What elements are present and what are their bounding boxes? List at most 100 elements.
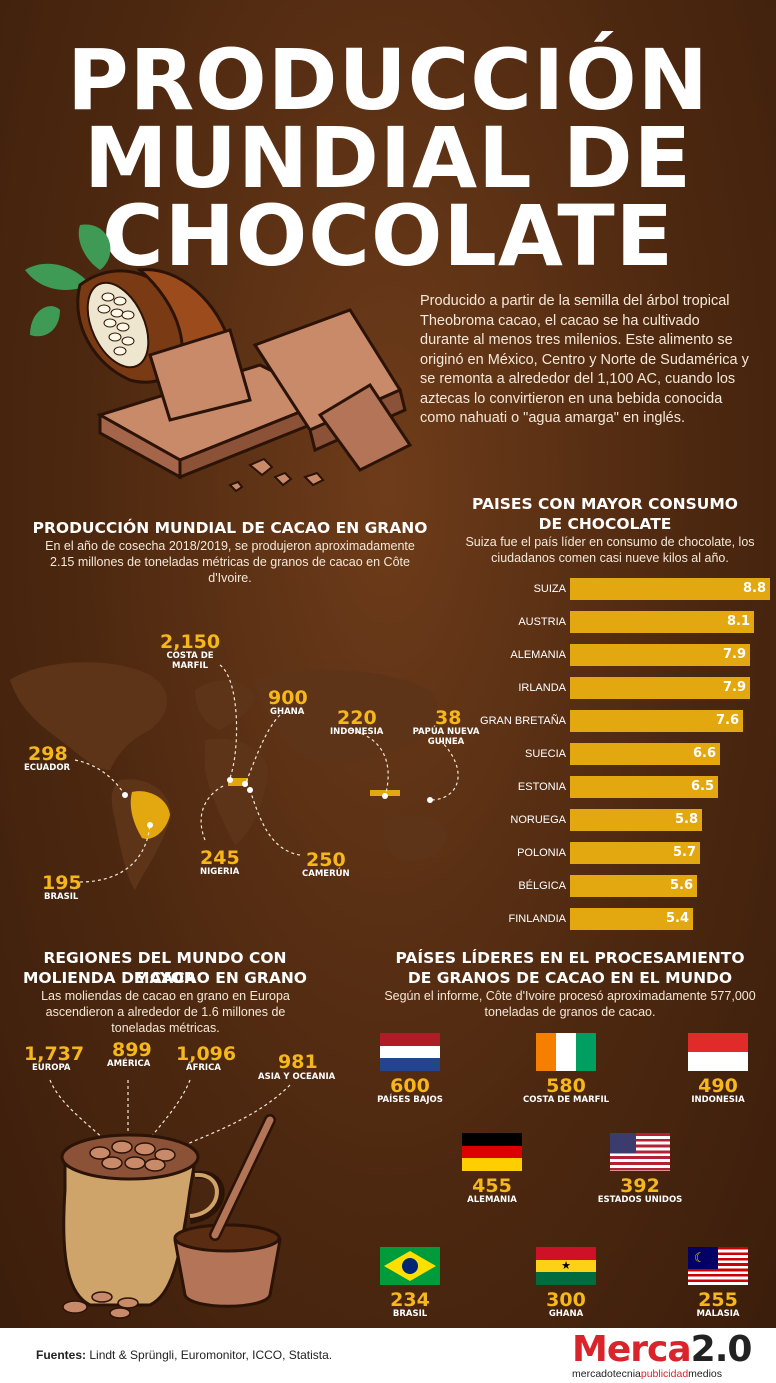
prod-name-ghana: GHANA: [270, 707, 305, 717]
consumption-bar: 5.7: [570, 842, 700, 864]
consumption-country-label: NORUEGA: [510, 814, 566, 826]
logo-tagline: mercadotecniapublicidadmedios: [572, 1368, 722, 1380]
proc-name-malasia: MALASIA: [696, 1309, 740, 1319]
consumption-value-label: 6.6: [692, 746, 716, 761]
proc-value-paises-bajos: 600: [390, 1075, 430, 1097]
prod-name-camerun: CAMERÚN: [302, 869, 350, 879]
production-title: PRODUCCIÓN MUNDIAL DE CACAO EN GRANO: [32, 519, 428, 537]
prod-name-brasil: BRASIL: [44, 892, 79, 902]
grind-value-asia: 981: [278, 1051, 318, 1073]
proc-value-malasia: 255: [698, 1289, 738, 1311]
prod-name-papua: PAPÚA NUEVA GUINEA: [412, 727, 480, 747]
merca-logo[interactable]: Merca2.0: [572, 1329, 753, 1370]
title-line-3: CHOCOLATE: [101, 187, 675, 285]
usa-flag-icon: [610, 1133, 670, 1171]
proc-name-indonesia: INDONESIA: [691, 1095, 745, 1105]
malaysia-flag-icon: ☾: [688, 1247, 748, 1285]
brazil-flag-icon: [380, 1247, 440, 1285]
germany-flag-icon: [462, 1133, 522, 1171]
consumption-value-label: 7.6: [715, 713, 739, 728]
consumption-country-label: SUECIA: [525, 748, 566, 760]
logo-main: Merca: [572, 1329, 692, 1370]
proc-name-alemania: ALEMANIA: [467, 1195, 517, 1205]
consumption-bar: 8.1: [570, 611, 754, 633]
cacao-pot-illustration: [49, 1079, 291, 1319]
tag-mercadotecnia: mercadotecnia: [572, 1368, 641, 1380]
consumption-value-label: 5.8: [674, 812, 698, 827]
consumption-value-label: 8.1: [726, 614, 750, 629]
grinding-subtitle: Las moliendas de cacao en grano en Europ…: [41, 989, 290, 1035]
consumption-value-label: 6.5: [690, 779, 714, 794]
consumption-country-label: SUIZA: [533, 583, 566, 595]
consumption-title-2: DE CHOCOLATE: [538, 515, 672, 533]
consumption-value-label: 5.6: [669, 878, 693, 893]
consumption-subtitle: Suiza fue el país líder en consumo de ch…: [465, 535, 755, 565]
prod-value-indonesia: 220: [337, 707, 377, 729]
proc-name-paises-bajos: PAÍSES BAJOS: [377, 1095, 443, 1105]
prod-value-costa-de-marfil: 2,150: [160, 631, 221, 653]
sources-text: Fuentes: Lindt & Sprüngli, Euromonitor, …: [36, 1348, 332, 1362]
proc-name-ghana: GHANA: [548, 1309, 584, 1319]
consumption-bar: 6.6: [570, 743, 720, 765]
title-line-1: PRODUCCIÓN: [67, 31, 709, 129]
consumption-value-label: 8.8: [742, 581, 766, 596]
proc-value-alemania: 455: [472, 1175, 512, 1197]
proc-value-costa-de-marfil: 580: [546, 1075, 586, 1097]
sources-label: Fuentes:: [36, 1348, 87, 1362]
grind-value-africa: 1,096: [176, 1043, 237, 1065]
consumption-bar: 7.9: [570, 644, 750, 666]
footer: Fuentes: Lindt & Sprüngli, Euromonitor, …: [0, 1328, 776, 1383]
grinding-title-2: MOLIENDA DE CACAO EN GRANO: [23, 969, 307, 987]
consumption-bar: 5.8: [570, 809, 702, 831]
consumption-bar: 6.5: [570, 776, 718, 798]
processing-title-1: PAÍSES LÍDERES EN EL PROCESAMIENTO: [395, 949, 745, 967]
consumption-country-label: POLONIA: [517, 847, 566, 859]
prod-name-indonesia: INDONESIA: [330, 727, 384, 737]
world-map: [10, 662, 459, 890]
proc-name-estados-unidos: ESTADOS UNIDOS: [597, 1195, 683, 1205]
ivory-coast-flag-icon: [536, 1033, 596, 1071]
prod-value-brasil: 195: [42, 872, 82, 894]
consumption-value-label: 7.9: [722, 647, 746, 662]
processing-subtitle: Según el informe, Côte d'Ivoire procesó …: [384, 989, 756, 1019]
production-subtitle: En el año de cosecha 2018/2019, se produ…: [45, 539, 415, 585]
intro-text: Producido a partir de la semilla del árb…: [420, 293, 749, 426]
processing-title-2: DE GRANOS DE CACAO EN EL MUNDO: [407, 969, 733, 987]
consumption-bar: 5.4: [570, 908, 693, 930]
prod-name-nigeria: NIGERIA: [200, 867, 240, 877]
proc-value-indonesia: 490: [698, 1075, 738, 1097]
prod-name-costa-de-marfil: COSTA DE MARFIL: [166, 651, 214, 671]
logo-number: 2.0: [690, 1329, 753, 1370]
tag-medios: medios: [688, 1368, 723, 1380]
consumption-country-label: GRAN BRETAÑA: [480, 715, 566, 727]
consumption-country-label: BÉLGICA: [518, 880, 566, 892]
prod-value-papua: 38: [435, 707, 462, 729]
indonesia-flag-icon: [688, 1033, 748, 1071]
consumption-value-label: 5.7: [672, 845, 696, 860]
title-line-2: MUNDIAL DE: [84, 109, 692, 207]
sources-list: Lindt & Sprüngli, Euromonitor, ICCO, Sta…: [89, 1348, 333, 1362]
proc-name-costa-de-marfil: COSTA DE MARFIL: [522, 1095, 610, 1105]
consumption-country-label: ALEMANIA: [510, 649, 566, 661]
prod-value-ecuador: 298: [28, 743, 68, 765]
proc-value-ghana: 300: [546, 1289, 586, 1311]
ghana-flag-icon: ★: [536, 1247, 596, 1285]
consumption-value-label: 7.9: [722, 680, 746, 695]
prod-value-ghana: 900: [268, 687, 308, 709]
grind-value-america: 899: [112, 1039, 152, 1061]
consumption-value-label: 5.4: [665, 911, 689, 926]
prod-value-camerun: 250: [306, 849, 346, 871]
proc-value-estados-unidos: 392: [620, 1175, 660, 1197]
grind-name-asia: ASIA Y OCEANIA: [258, 1072, 336, 1082]
consumption-bar: 5.6: [570, 875, 697, 897]
consumption-country-label: IRLANDA: [518, 682, 566, 694]
proc-value-brasil: 234: [390, 1289, 430, 1311]
netherlands-flag-icon: [380, 1033, 440, 1071]
consumption-country-label: ESTONIA: [517, 781, 566, 793]
chocolate-illustration: [25, 224, 413, 493]
prod-value-nigeria: 245: [200, 847, 240, 869]
proc-name-brasil: BRASIL: [392, 1309, 428, 1319]
grind-name-america: AMÉRICA: [107, 1059, 151, 1069]
consumption-bar: 7.9: [570, 677, 750, 699]
consumption-bar: 8.8: [570, 578, 770, 600]
